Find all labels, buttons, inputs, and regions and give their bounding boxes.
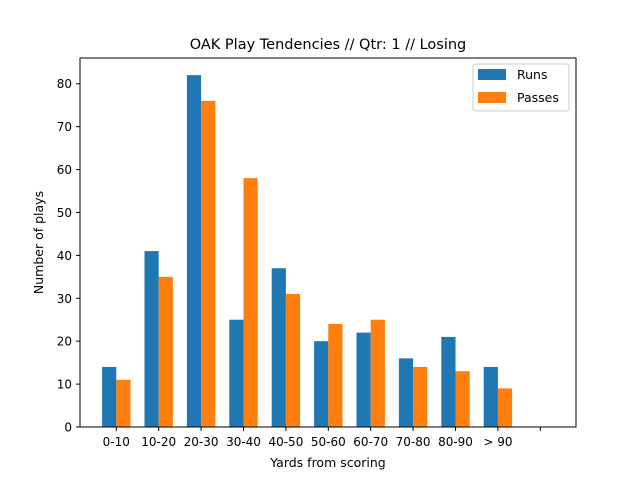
x-tick-label: 70-80 <box>396 435 431 449</box>
y-tick-label: 50 <box>57 206 72 220</box>
y-tick-label: 10 <box>57 378 72 392</box>
bar-runs-20-30 <box>186 75 202 428</box>
x-tick-label: 80-90 <box>438 435 473 449</box>
bar-passes-50-60 <box>328 324 343 427</box>
x-axis-label: Yards from scoring <box>269 455 385 470</box>
bar-passes-40-50 <box>285 293 301 427</box>
bar-passes-> 90 <box>497 388 513 427</box>
y-axis-label: Number of plays <box>31 191 46 294</box>
legend-label-passes: Passes <box>517 90 559 105</box>
bar-passes-70-80 <box>413 366 428 427</box>
x-tick-label: 20-30 <box>184 435 219 449</box>
bar-runs-10-20 <box>144 251 159 427</box>
x-tick-label: 0-10 <box>103 435 130 449</box>
legend-label-runs: Runs <box>517 67 547 82</box>
x-tick-label: > 90 <box>483 435 512 449</box>
x-tick-label: 60-70 <box>353 435 388 449</box>
bar-passes-20-30 <box>201 100 216 427</box>
bar-runs-30-40 <box>229 319 244 427</box>
x-tick-label: 10-20 <box>141 435 176 449</box>
y-tick-label: 70 <box>57 120 72 134</box>
x-tick-label: 40-50 <box>268 435 303 449</box>
legend: Runs Passes <box>472 63 570 112</box>
bar-runs-40-50 <box>271 268 286 427</box>
bar-passes-0-10 <box>116 379 131 427</box>
bar-runs-60-70 <box>356 332 371 427</box>
x-axis-ticks: 0-10 10-20 20-30 30-40 40-50 50-60 60-70 70-80 8… <box>103 427 541 449</box>
y-tick-label: 20 <box>57 335 72 349</box>
bars-group <box>102 75 513 428</box>
y-tick-label: 40 <box>57 249 72 263</box>
bar-runs-> 90 <box>483 366 498 427</box>
bar-passes-80-90 <box>455 371 470 427</box>
y-tick-label: 30 <box>57 292 72 306</box>
chart-title: OAK Play Tendencies // Qtr: 1 // Losing <box>190 37 467 53</box>
plot-frame <box>79 57 577 428</box>
x-tick-label: 30-40 <box>226 435 261 449</box>
bar-runs-70-80 <box>398 358 414 427</box>
y-axis-ticks: 0 10 20 30 40 50 60 70 80 <box>57 77 80 435</box>
bar-passes-10-20 <box>158 276 173 427</box>
bar-runs-50-60 <box>314 341 329 427</box>
bar-runs-80-90 <box>441 336 456 427</box>
legend-swatch-passes <box>478 92 506 103</box>
bar-passes-60-70 <box>370 319 385 427</box>
bar-runs-0-10 <box>102 366 117 427</box>
legend-swatch-runs <box>478 69 506 80</box>
y-tick-label: 80 <box>57 77 72 91</box>
x-tick-label: 50-60 <box>311 435 346 449</box>
y-tick-label: 0 <box>64 421 72 435</box>
y-tick-label: 60 <box>57 163 72 177</box>
bar-passes-30-40 <box>243 178 258 427</box>
